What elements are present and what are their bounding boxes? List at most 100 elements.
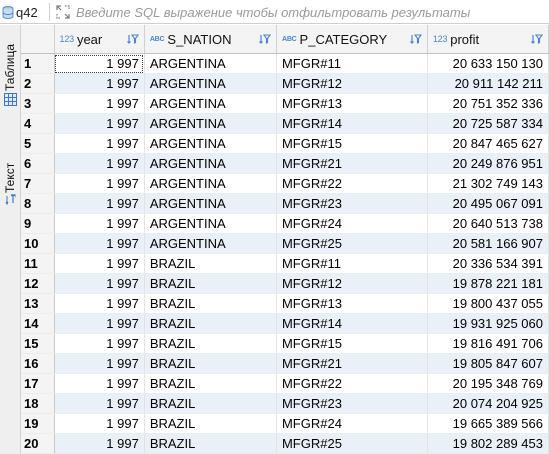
cell-s-nation[interactable]: BRAZIL [144,373,277,394]
cell-profit[interactable]: 21 302 749 143 [427,173,549,194]
table-row[interactable]: 19 1 997 BRAZIL MFGR#24 19 665 389 566 [21,413,549,434]
cell-profit[interactable]: 20 751 352 336 [427,93,549,114]
row-number[interactable]: 4 [21,113,55,134]
cell-year[interactable]: 1 997 [54,213,145,234]
row-number[interactable]: 10 [21,233,55,254]
cell-s-nation[interactable]: BRAZIL [144,253,277,274]
table-row[interactable]: 2 1 997 ARGENTINA MFGR#12 20 911 142 211 [21,73,549,94]
table-row[interactable]: 15 1 997 BRAZIL MFGR#15 19 816 491 706 [21,333,549,354]
cell-s-nation[interactable]: ARGENTINA [144,73,277,94]
table-row[interactable]: 7 1 997 ARGENTINA MFGR#22 21 302 749 143 [21,173,549,194]
cell-p-category[interactable]: MFGR#24 [276,413,428,434]
row-number[interactable]: 19 [21,413,55,434]
cell-s-nation[interactable]: ARGENTINA [144,133,277,154]
cell-s-nation[interactable]: ARGENTINA [144,193,277,214]
column-header-s-nation[interactable]: ABC S_NATION [144,25,277,54]
cell-s-nation[interactable]: ARGENTINA [144,113,277,134]
cell-profit[interactable]: 19 816 491 706 [427,333,549,354]
cell-s-nation[interactable]: ARGENTINA [144,233,277,254]
cell-s-nation[interactable]: ARGENTINA [144,93,277,114]
table-row[interactable]: 18 1 997 BRAZIL MFGR#23 20 074 204 925 [21,393,549,414]
column-header-profit[interactable]: 123 profit [427,25,549,54]
cell-p-category[interactable]: MFGR#22 [276,173,428,194]
cell-year[interactable]: 1 997 [54,293,145,314]
table-row[interactable]: 13 1 997 BRAZIL MFGR#13 19 800 437 055 [21,293,549,314]
filter-input[interactable] [76,2,546,22]
cell-profit[interactable]: 20 195 348 769 [427,373,549,394]
table-row[interactable]: 8 1 997 ARGENTINA MFGR#23 20 495 067 091 [21,193,549,214]
cell-p-category[interactable]: MFGR#13 [276,293,428,314]
cell-profit[interactable]: 19 800 437 055 [427,293,549,314]
cell-p-category[interactable]: MFGR#24 [276,213,428,234]
cell-s-nation[interactable]: BRAZIL [144,413,277,434]
cell-year[interactable]: 1 997 [54,313,145,334]
row-number[interactable]: 14 [21,313,55,334]
table-row[interactable]: 14 1 997 BRAZIL MFGR#14 19 931 925 060 [21,313,549,334]
row-number-header[interactable] [21,25,55,54]
cell-p-category[interactable]: MFGR#25 [276,233,428,254]
cell-year[interactable]: 1 997 [54,253,145,274]
cell-year[interactable]: 1 997 [54,373,145,394]
cell-s-nation[interactable]: ARGENTINA [144,153,277,174]
cell-profit[interactable]: 20 074 204 925 [427,393,549,414]
cell-year[interactable]: 1 997 [54,193,145,214]
cell-s-nation[interactable]: BRAZIL [144,393,277,414]
cell-profit[interactable]: 20 640 513 738 [427,213,549,234]
row-number[interactable]: 5 [21,133,55,154]
cell-s-nation[interactable]: BRAZIL [144,313,277,334]
cell-year[interactable]: 1 997 [54,273,145,294]
tab-text[interactable]: Текст T [0,153,20,210]
table-row[interactable]: 12 1 997 BRAZIL MFGR#12 19 878 221 181 [21,273,549,294]
cell-year[interactable]: 1 997 [54,433,145,454]
cell-p-category[interactable]: MFGR#21 [276,353,428,374]
row-number[interactable]: 20 [21,433,55,454]
row-number[interactable]: 17 [21,373,55,394]
cell-s-nation[interactable]: ARGENTINA [144,213,277,234]
expand-icon[interactable] [55,4,71,20]
cell-year[interactable]: 1 997 [54,333,145,354]
cell-p-category[interactable]: MFGR#11 [276,53,428,74]
cell-year[interactable]: 1 997 [54,353,145,374]
cell-s-nation[interactable]: BRAZIL [144,353,277,374]
row-number[interactable]: 18 [21,393,55,414]
cell-p-category[interactable]: MFGR#23 [276,193,428,214]
cell-p-category[interactable]: MFGR#21 [276,153,428,174]
cell-p-category[interactable]: MFGR#23 [276,393,428,414]
row-number[interactable]: 12 [21,273,55,294]
cell-year[interactable]: 1 997 [54,133,145,154]
cell-p-category[interactable]: MFGR#13 [276,93,428,114]
cell-p-category[interactable]: MFGR#14 [276,313,428,334]
table-row[interactable]: 10 1 997 ARGENTINA MFGR#25 20 581 166 90… [21,233,549,254]
table-row[interactable]: 4 1 997 ARGENTINA MFGR#14 20 725 587 334 [21,113,549,134]
cell-p-category[interactable]: MFGR#22 [276,373,428,394]
row-number[interactable]: 8 [21,193,55,214]
row-number[interactable]: 9 [21,213,55,234]
tab-table[interactable]: Таблица [0,33,20,110]
cell-p-category[interactable]: MFGR#12 [276,73,428,94]
cell-s-nation[interactable]: ARGENTINA [144,53,277,74]
cell-p-category[interactable]: MFGR#15 [276,333,428,354]
sort-icon[interactable] [258,32,272,46]
sort-icon[interactable] [530,32,544,46]
cell-p-category[interactable]: MFGR#15 [276,133,428,154]
row-number[interactable]: 16 [21,353,55,374]
cell-s-nation[interactable]: BRAZIL [144,273,277,294]
query-selector[interactable]: q42 [2,3,38,21]
row-number[interactable]: 7 [21,173,55,194]
cell-s-nation[interactable]: BRAZIL [144,333,277,354]
cell-s-nation[interactable]: BRAZIL [144,293,277,314]
column-header-p-category[interactable]: ABC P_CATEGORY [276,25,428,54]
cell-year[interactable]: 1 997 [54,393,145,414]
table-row[interactable]: 16 1 997 BRAZIL MFGR#21 19 805 847 607 [21,353,549,374]
cell-year[interactable]: 1 997 [54,233,145,254]
cell-profit[interactable]: 20 725 587 334 [427,113,549,134]
cell-year[interactable]: 1 997 [54,73,145,94]
cell-profit[interactable]: 19 878 221 181 [427,273,549,294]
cell-p-category[interactable]: MFGR#14 [276,113,428,134]
cell-year[interactable]: 1 997 [54,413,145,434]
cell-year[interactable]: 1 997 [54,173,145,194]
row-number[interactable]: 2 [21,73,55,94]
cell-year[interactable]: 1 997 [54,53,145,74]
row-number[interactable]: 13 [21,293,55,314]
cell-p-category[interactable]: MFGR#25 [276,433,428,454]
